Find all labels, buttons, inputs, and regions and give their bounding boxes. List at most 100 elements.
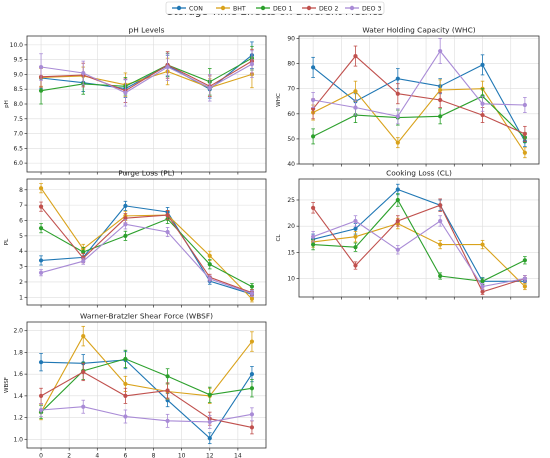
- data-point: [165, 418, 170, 423]
- series-line: [313, 50, 525, 117]
- y-tick-label: 20: [287, 223, 295, 230]
- legend-item-deo-1: DEO 1: [256, 6, 293, 13]
- series-deo-2: [311, 45, 527, 142]
- x-tick-label: 4: [95, 453, 99, 458]
- data-point: [353, 263, 358, 268]
- data-point: [165, 229, 170, 235]
- plot-frame: [26, 178, 267, 306]
- series-line: [312, 204, 526, 293]
- y-axis-label: pH: [4, 100, 10, 108]
- data-point: [249, 291, 255, 296]
- series-line: [312, 95, 526, 138]
- data-point: [522, 284, 527, 289]
- data-point: [522, 131, 527, 136]
- y-axis-label: PL: [4, 238, 10, 245]
- series-line: [40, 206, 253, 294]
- y-axis-label: CL: [276, 234, 282, 242]
- data-point: [353, 89, 358, 94]
- data-point: [165, 374, 170, 379]
- y-tick-label: 90: [287, 36, 295, 43]
- series-deo-3: [311, 215, 527, 291]
- legend-label: DEO 2: [319, 6, 339, 13]
- y-tick-label: 6.0: [13, 160, 23, 167]
- plot-frame: [298, 178, 540, 298]
- data-point: [123, 216, 128, 221]
- data-point: [165, 213, 170, 218]
- data-point: [207, 419, 212, 425]
- data-point: [438, 218, 443, 224]
- data-point: [81, 249, 86, 255]
- data-point: [522, 258, 527, 263]
- whc-panel: Water Holding Capacity (WHC) WHC 40 50 60 70 8…: [276, 26, 540, 168]
- y-tick-label: 7: [19, 202, 23, 209]
- x-tick-label: 6: [123, 453, 127, 458]
- data-point: [311, 134, 316, 139]
- panel-title: Cooking Loss (CL): [386, 169, 452, 178]
- ph-panel: pH Levels pH 6.0 6.5 7.0 7.5 8.0 8.5 9.0 9.5 10.0: [4, 26, 267, 175]
- series-line: [313, 199, 526, 282]
- data-point: [395, 114, 400, 119]
- y-tick-label: 10: [287, 276, 295, 283]
- data-point: [38, 64, 44, 70]
- data-point: [480, 101, 485, 106]
- data-point: [480, 112, 485, 118]
- data-point: [395, 140, 400, 145]
- series-line: [41, 57, 253, 92]
- data-point: [38, 88, 44, 93]
- x-tick-label: 10: [178, 453, 186, 458]
- series-con: [38, 41, 255, 99]
- data-point: [81, 70, 86, 76]
- series-line: [40, 187, 253, 300]
- y-tick-label: 8.0: [13, 101, 23, 108]
- y-axis-label: WBSF: [4, 377, 10, 393]
- data-point: [353, 245, 358, 250]
- series-line: [40, 335, 253, 413]
- data-point: [38, 258, 44, 263]
- data-point: [522, 276, 527, 281]
- data-point: [249, 412, 255, 417]
- data-point: [38, 393, 44, 398]
- data-point: [165, 388, 170, 393]
- data-point: [249, 339, 255, 344]
- series-bht: [38, 325, 255, 421]
- series-line: [40, 218, 253, 288]
- data-point: [249, 372, 255, 377]
- data-point: [249, 61, 255, 67]
- data-point: [438, 242, 443, 247]
- data-point: [395, 218, 400, 224]
- data-point: [438, 273, 443, 279]
- data-point: [353, 53, 358, 59]
- legend-label: CON: [189, 6, 203, 13]
- series-bht: [311, 217, 527, 291]
- data-point: [438, 97, 443, 103]
- y-tick-label: 9.5: [13, 57, 23, 64]
- data-point: [311, 234, 316, 239]
- data-point: [353, 226, 358, 231]
- y-tick-label: 25: [287, 197, 295, 204]
- legend-label: DEO 3: [362, 6, 382, 13]
- series-line: [41, 406, 252, 423]
- data-point: [207, 253, 212, 258]
- data-point: [480, 242, 485, 247]
- series-line: [40, 358, 252, 413]
- data-point: [123, 414, 128, 419]
- series-deo-2: [311, 198, 527, 295]
- legend-item-con: CON: [172, 6, 203, 13]
- y-tick-label: 50: [287, 136, 295, 143]
- y-tick-label: 80: [287, 61, 295, 68]
- data-point: [38, 204, 44, 209]
- series-deo-1: [38, 213, 255, 291]
- data-point: [438, 87, 443, 93]
- x-tick-label: 12: [206, 453, 214, 458]
- legend-item-bht: BHT: [216, 6, 246, 13]
- data-point: [311, 205, 316, 210]
- pl-panel: Purge Loss (PL) PL 1 2 3 4 5 6 7 8: [4, 169, 267, 308]
- y-tick-label: 1.2: [13, 415, 23, 422]
- y-tick-label: 10.0: [10, 42, 24, 49]
- legend: CON BHT DEO 1 DEO 2 DEO 3: [165, 1, 385, 15]
- data-point: [81, 334, 86, 339]
- series-line: [313, 223, 526, 287]
- plot-frame: [26, 321, 267, 449]
- data-point: [207, 276, 212, 281]
- y-tick-label: 70: [287, 86, 295, 93]
